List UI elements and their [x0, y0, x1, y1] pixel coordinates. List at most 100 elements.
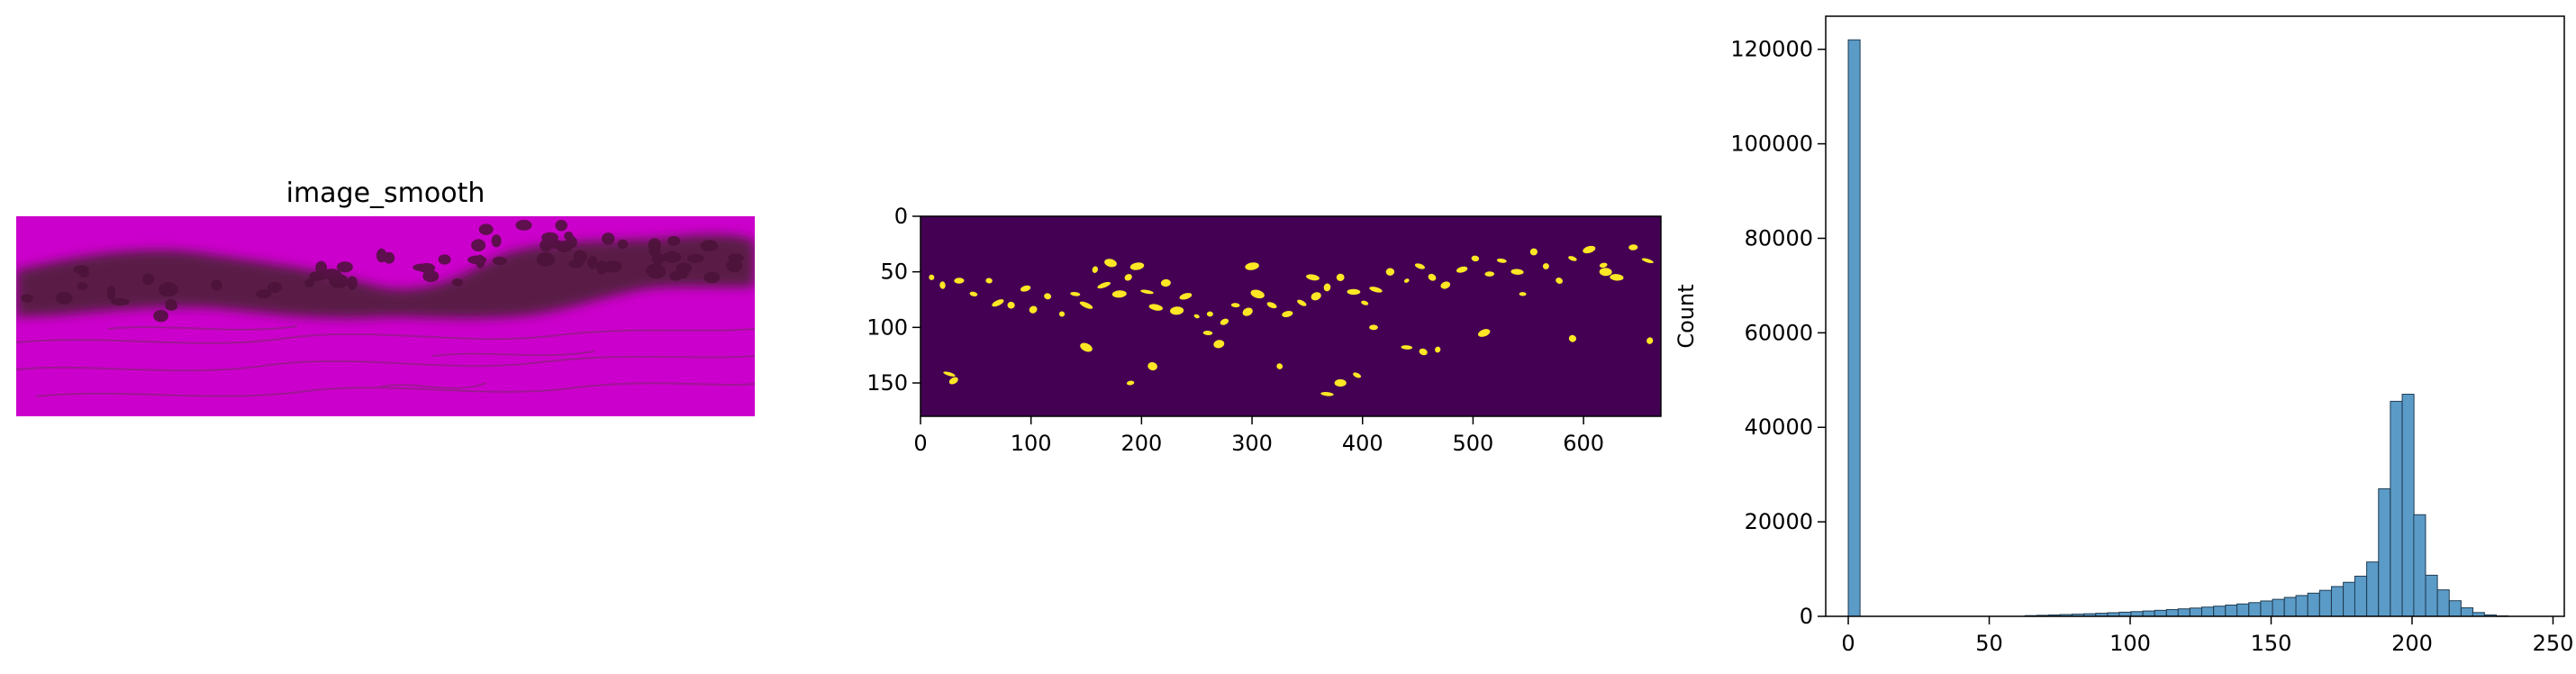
histogram-bar: [2201, 606, 2215, 617]
nucleus: [347, 276, 358, 290]
histogram-bars: [1847, 39, 2509, 617]
mask-blob: [1266, 302, 1277, 309]
histogram-bar: [2366, 561, 2380, 617]
mask-blob: [1336, 273, 1345, 281]
nucleus: [413, 263, 433, 272]
mask-blob: [1079, 301, 1093, 309]
nucleus: [267, 282, 282, 293]
mask-blob: [1428, 273, 1437, 281]
histogram-y-axis: 0 20000 40000 60000 80000 100000 120000: [1730, 37, 1826, 629]
nucleus: [667, 236, 681, 246]
mask-blob: [1282, 311, 1293, 317]
nucleus: [536, 251, 556, 267]
nucleus: [438, 254, 451, 265]
mask-blob: [1440, 281, 1451, 289]
nucleus: [617, 239, 629, 250]
histogram-y-tick-label: 60000: [1745, 320, 1813, 345]
mask-blob: [1147, 361, 1157, 371]
mask-frame: [920, 215, 1662, 417]
histogram-bar: [2307, 592, 2320, 617]
histogram-y-tick-label: 120000: [1730, 37, 1813, 62]
histogram-bar: [2343, 581, 2356, 617]
nucleus: [669, 270, 683, 281]
histogram-bar: [2318, 589, 2332, 617]
mask-blob: [969, 291, 978, 296]
histogram-bar: [2154, 609, 2167, 617]
nucleus: [478, 223, 494, 235]
nucleus: [555, 220, 567, 232]
mask-blob: [1213, 340, 1225, 349]
mask-blob: [943, 371, 956, 377]
histogram-x-tick-label: 0: [1841, 631, 1855, 656]
mask-blob: [1419, 348, 1428, 356]
left-panel-title: image_smooth: [286, 178, 485, 209]
mask-blob: [1297, 299, 1307, 306]
mask-blob: [1385, 268, 1395, 276]
mask-blob: [1484, 271, 1495, 277]
histogram-bar: [2272, 598, 2285, 617]
nucleus: [703, 271, 721, 284]
mask-x-tick-label: 500: [1453, 431, 1494, 456]
histogram-bar: [2260, 600, 2273, 617]
mask-blob: [1401, 345, 1413, 350]
tissue-band: [16, 234, 755, 319]
mask-blob: [1220, 318, 1229, 325]
mask-x-tick-label: 100: [1011, 431, 1052, 456]
mask-x-tick-label: 200: [1120, 431, 1162, 456]
mask-blob: [1510, 269, 1524, 275]
mask-blob: [1320, 392, 1334, 396]
histogram-frame: [1825, 15, 2565, 617]
nucleus: [700, 240, 719, 252]
histogram-bar: [2177, 608, 2191, 617]
nucleus: [726, 259, 743, 273]
mask-blob: [1471, 255, 1480, 262]
mask-blob: [1245, 262, 1259, 270]
mask-blob: [1140, 289, 1154, 295]
histogram-bar: [2401, 394, 2415, 617]
mask-blob: [1080, 342, 1093, 352]
nucleus: [471, 239, 486, 252]
nucleus: [304, 278, 314, 287]
histogram-bar: [1847, 39, 1861, 617]
nucleus: [676, 262, 693, 275]
mask-blob: [992, 299, 1004, 307]
mask-blob: [1556, 278, 1563, 284]
mask-blob: [1519, 292, 1527, 296]
mask-blob: [1641, 258, 1654, 264]
histogram-x-tick-label: 50: [1975, 631, 2003, 656]
nucleus: [21, 294, 33, 303]
nucleus: [565, 235, 577, 249]
tissue-texture: [16, 325, 755, 397]
mask-blob: [1202, 330, 1213, 336]
mask-blob: [1070, 292, 1081, 296]
histogram-bar: [2448, 600, 2462, 617]
mask-blob: [1347, 288, 1361, 296]
nucleus: [492, 256, 508, 266]
histogram-y-tick-label: 80000: [1745, 225, 1813, 250]
histogram-bar: [2130, 611, 2144, 617]
mask-x-tick-label: 0: [913, 431, 927, 456]
mask-blob: [1311, 292, 1321, 301]
nucleus: [142, 273, 155, 286]
left-panel: image_smooth: [16, 178, 755, 416]
histogram-bar: [2390, 400, 2403, 617]
nucleus: [687, 253, 704, 263]
mask-blob: [1306, 274, 1320, 281]
nucleus: [651, 252, 665, 265]
mask-y-tick-label: 150: [866, 370, 908, 396]
nucleus: [491, 234, 502, 248]
nucleus: [77, 282, 88, 290]
histogram-bar: [2189, 607, 2202, 617]
histogram-x-tick-label: 250: [2533, 631, 2574, 656]
mask-blob: [1414, 263, 1426, 269]
nucleus: [336, 261, 353, 273]
mask-y-axis: 0 50 100 150: [866, 204, 921, 396]
mask-blob: [1160, 278, 1171, 287]
mask-blob: [1179, 293, 1193, 300]
histogram-bar: [2142, 610, 2155, 617]
nucleus: [316, 273, 326, 281]
mask-blob: [1369, 287, 1383, 293]
nucleus: [541, 232, 558, 243]
mask-blob: [1250, 289, 1265, 299]
nucleus: [256, 289, 272, 298]
